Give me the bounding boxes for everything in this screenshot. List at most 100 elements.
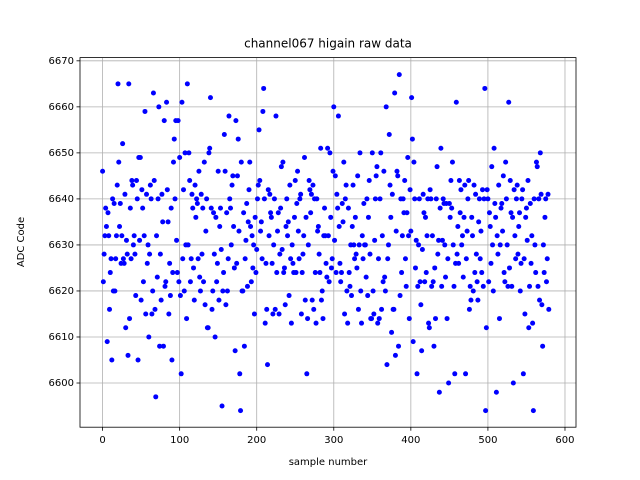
y-tick-label: 6630 xyxy=(49,240,74,251)
data-point xyxy=(290,260,296,266)
data-point xyxy=(255,182,261,188)
data-point xyxy=(267,191,273,197)
data-point xyxy=(331,104,337,110)
data-point xyxy=(284,196,290,202)
data-point xyxy=(224,288,230,294)
data-point xyxy=(303,214,309,220)
data-point xyxy=(400,196,406,202)
data-point xyxy=(174,270,180,276)
data-point xyxy=(486,279,492,285)
data-point xyxy=(190,205,196,211)
data-point xyxy=(268,210,274,216)
data-point xyxy=(541,270,547,276)
data-point xyxy=(386,131,392,137)
data-point xyxy=(153,394,159,400)
data-point xyxy=(543,279,549,285)
data-point xyxy=(130,242,136,248)
data-point xyxy=(184,316,190,322)
data-point xyxy=(279,247,285,253)
data-point xyxy=(442,242,448,248)
data-point xyxy=(509,283,515,289)
data-point xyxy=(280,159,286,165)
data-point xyxy=(316,251,322,257)
data-point xyxy=(146,334,152,340)
data-point xyxy=(132,251,138,257)
data-point xyxy=(195,256,201,262)
data-point xyxy=(230,173,236,179)
data-point xyxy=(252,214,258,220)
data-point xyxy=(204,196,210,202)
data-point xyxy=(139,187,145,193)
data-point xyxy=(449,159,455,165)
data-point xyxy=(318,145,324,151)
data-point xyxy=(218,247,224,253)
data-point xyxy=(434,164,440,170)
data-point xyxy=(176,279,182,285)
data-point xyxy=(393,228,399,234)
y-tick-label: 6660 xyxy=(49,102,74,113)
data-point xyxy=(327,150,333,156)
data-point xyxy=(481,196,487,202)
data-point xyxy=(298,191,304,197)
data-point xyxy=(268,214,274,220)
data-point xyxy=(357,150,363,156)
data-point xyxy=(539,302,545,308)
data-point xyxy=(376,316,382,322)
data-point xyxy=(225,256,231,262)
data-point xyxy=(472,270,478,276)
data-point xyxy=(360,256,366,262)
data-point xyxy=(217,224,223,230)
data-point xyxy=(361,201,367,207)
data-point xyxy=(335,113,341,119)
data-point xyxy=(403,283,409,289)
data-point xyxy=(188,256,194,262)
data-point xyxy=(285,219,291,225)
data-point xyxy=(253,270,259,276)
data-point xyxy=(322,205,328,211)
data-point xyxy=(516,224,522,230)
data-point xyxy=(502,279,508,285)
data-point xyxy=(261,85,267,91)
data-point xyxy=(108,256,114,262)
data-point xyxy=(340,219,346,225)
data-point xyxy=(266,233,272,239)
data-point xyxy=(511,187,517,193)
data-point xyxy=(489,164,495,170)
data-point xyxy=(251,242,257,248)
data-point xyxy=(483,408,489,414)
data-point xyxy=(270,311,276,317)
data-point xyxy=(166,311,172,317)
data-point xyxy=(335,205,341,211)
data-point xyxy=(201,159,207,165)
data-point xyxy=(297,196,303,202)
data-point xyxy=(531,196,537,202)
data-point xyxy=(342,311,348,317)
data-point xyxy=(308,210,314,216)
data-point xyxy=(351,242,357,248)
data-point xyxy=(342,196,348,202)
data-point xyxy=(471,182,477,188)
data-point xyxy=(109,357,115,363)
data-point xyxy=(536,196,542,202)
data-point xyxy=(122,191,128,197)
data-point xyxy=(532,242,538,248)
data-point xyxy=(167,293,173,299)
data-point xyxy=(429,283,435,289)
data-point xyxy=(493,389,499,395)
data-point xyxy=(196,168,202,174)
data-point xyxy=(302,297,308,303)
data-point xyxy=(320,316,326,322)
data-point xyxy=(126,81,132,87)
data-point xyxy=(482,85,488,91)
data-point xyxy=(545,191,551,197)
data-point xyxy=(103,205,109,211)
data-point xyxy=(157,251,163,257)
data-point xyxy=(378,150,384,156)
data-point xyxy=(312,270,318,276)
data-point xyxy=(352,214,358,220)
data-point xyxy=(162,283,168,289)
data-point xyxy=(528,260,534,266)
data-point xyxy=(338,279,344,285)
data-point xyxy=(462,182,468,188)
data-point xyxy=(307,187,313,193)
